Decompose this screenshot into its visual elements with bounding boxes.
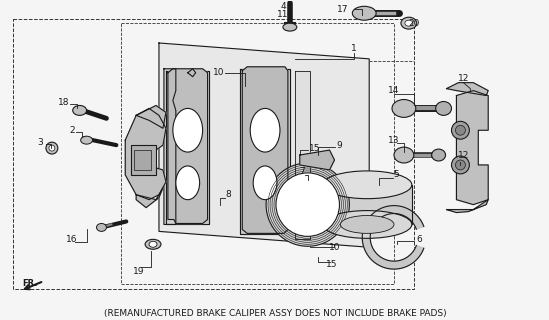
Ellipse shape <box>81 136 93 144</box>
Text: 20: 20 <box>408 19 419 28</box>
Ellipse shape <box>401 17 417 29</box>
Text: 9: 9 <box>337 140 343 150</box>
Text: 2: 2 <box>69 126 75 135</box>
Bar <box>134 150 151 170</box>
Polygon shape <box>323 185 412 224</box>
Polygon shape <box>164 69 176 224</box>
Ellipse shape <box>432 149 446 161</box>
Text: 15: 15 <box>326 260 337 268</box>
Text: 12: 12 <box>458 74 469 83</box>
Text: 19: 19 <box>133 267 145 276</box>
Ellipse shape <box>340 216 394 233</box>
Text: FR.: FR. <box>23 279 38 288</box>
Ellipse shape <box>352 6 376 20</box>
Ellipse shape <box>173 108 203 152</box>
Text: 5: 5 <box>393 170 399 180</box>
Ellipse shape <box>276 173 339 236</box>
Polygon shape <box>136 106 166 128</box>
Text: 12: 12 <box>458 150 469 160</box>
Ellipse shape <box>451 156 469 174</box>
Ellipse shape <box>283 23 297 31</box>
Text: 3: 3 <box>37 138 43 147</box>
Ellipse shape <box>97 223 107 231</box>
Text: 15: 15 <box>309 144 321 153</box>
Polygon shape <box>456 91 488 204</box>
Text: 1: 1 <box>351 44 357 53</box>
Polygon shape <box>240 69 290 234</box>
Text: (REMANUFACTURED BRAKE CALIPER ASSY DOES NOT INCLUDE BRAKE PADS): (REMANUFACTURED BRAKE CALIPER ASSY DOES … <box>104 309 446 318</box>
Text: 6: 6 <box>416 235 422 244</box>
Text: 16: 16 <box>66 235 77 244</box>
Polygon shape <box>300 150 334 170</box>
Text: 18: 18 <box>58 98 70 107</box>
Bar <box>131 145 156 175</box>
Ellipse shape <box>176 166 200 200</box>
Polygon shape <box>295 71 310 239</box>
Ellipse shape <box>149 241 157 247</box>
Ellipse shape <box>392 100 416 117</box>
Polygon shape <box>446 83 488 96</box>
Text: 10: 10 <box>212 68 224 77</box>
Ellipse shape <box>145 239 161 249</box>
Text: 17: 17 <box>337 5 348 14</box>
Polygon shape <box>362 206 424 269</box>
Polygon shape <box>136 188 163 208</box>
Ellipse shape <box>436 101 451 116</box>
Polygon shape <box>159 43 369 247</box>
Ellipse shape <box>451 121 469 139</box>
Ellipse shape <box>456 160 466 170</box>
Text: 7: 7 <box>299 167 305 176</box>
Text: 4: 4 <box>280 2 285 11</box>
Ellipse shape <box>323 211 412 238</box>
Text: 11: 11 <box>277 10 289 19</box>
Ellipse shape <box>323 171 412 199</box>
Text: 8: 8 <box>226 190 231 199</box>
Text: 14: 14 <box>388 86 400 95</box>
Ellipse shape <box>49 145 55 151</box>
Polygon shape <box>446 200 488 212</box>
Ellipse shape <box>456 125 466 135</box>
Ellipse shape <box>46 142 58 154</box>
Text: 13: 13 <box>388 136 400 145</box>
Polygon shape <box>168 69 208 223</box>
Polygon shape <box>125 108 166 200</box>
Ellipse shape <box>405 20 413 26</box>
Polygon shape <box>242 67 288 233</box>
Ellipse shape <box>266 163 349 246</box>
Text: 10: 10 <box>329 243 340 252</box>
Ellipse shape <box>253 166 277 200</box>
Polygon shape <box>166 71 209 224</box>
Ellipse shape <box>72 106 87 116</box>
Ellipse shape <box>250 108 280 152</box>
Ellipse shape <box>394 147 414 163</box>
